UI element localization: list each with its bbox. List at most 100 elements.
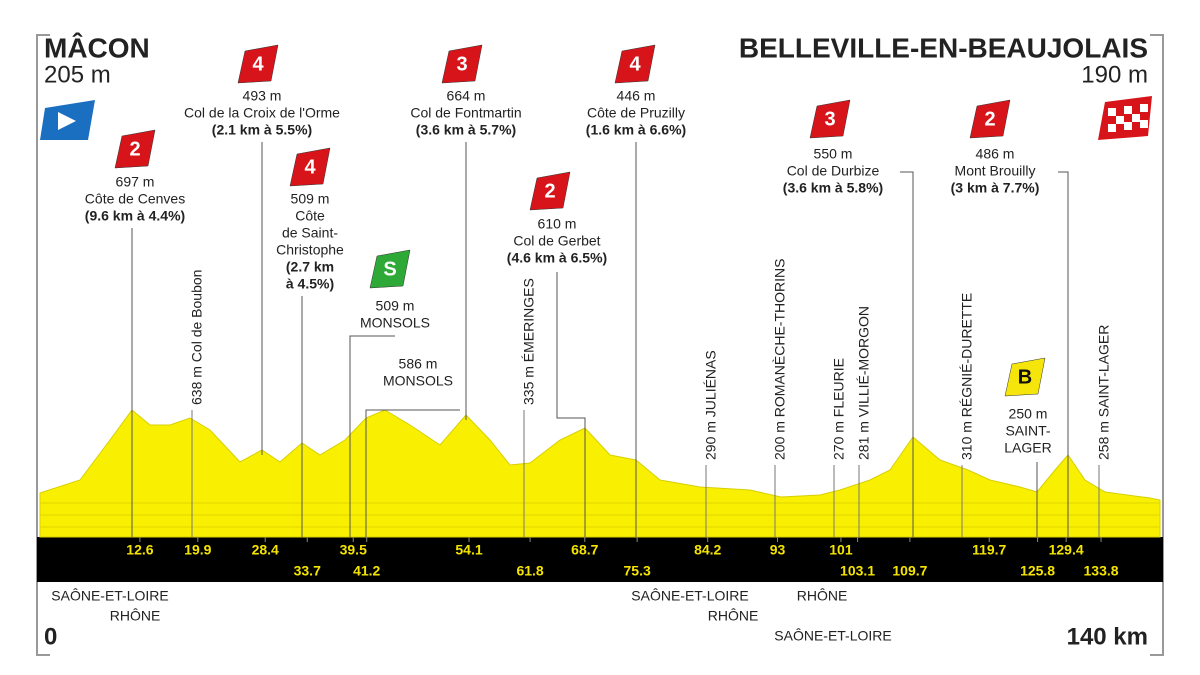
km-label: 84.2 — [694, 542, 721, 558]
point-label: 270 m FLEURIE — [831, 358, 847, 460]
category-label: 4 — [304, 156, 316, 178]
climb-text: Côte de Pruzilly — [587, 105, 685, 121]
km-label: 129.4 — [1049, 542, 1084, 558]
category-label: B — [1018, 366, 1032, 388]
category-badge — [809, 99, 851, 139]
category-badge — [969, 99, 1011, 139]
climb-detail: (3.6 km à 5.8%) — [783, 180, 883, 196]
category-badge — [369, 249, 411, 289]
leader-line — [556, 272, 586, 537]
climb-text: de Saint- — [282, 225, 338, 241]
point-label: 638 m Col de Boubon — [189, 270, 205, 405]
category-badge — [614, 44, 656, 84]
climb-text: Côte de Cenves — [85, 191, 185, 207]
point-label: 281 m VILLIÉ-MORGON — [856, 306, 872, 460]
start-arrow — [58, 112, 76, 130]
category-label: S — [383, 258, 396, 280]
leader-line — [1058, 171, 1069, 537]
climb-detail: (2.7 km — [286, 259, 334, 275]
region-label: RHÔNE — [708, 608, 759, 624]
climb-text: Col de Gerbet — [513, 233, 600, 249]
leader-line — [365, 409, 460, 537]
category-label: 4 — [252, 53, 264, 75]
category-badge — [114, 129, 156, 169]
category-label: 3 — [824, 108, 835, 130]
km-label: 33.7 — [294, 563, 321, 579]
region-label: RHÔNE — [797, 588, 848, 604]
start-km: 0 — [44, 623, 57, 650]
climb-text: 509 m — [376, 298, 415, 314]
climb-detail: (3.6 km à 5.7%) — [416, 122, 516, 138]
climb-detail: (1.6 km à 6.6%) — [586, 122, 686, 138]
finish-altitude: 190 m — [1081, 61, 1148, 88]
category-label: 4 — [629, 53, 641, 75]
climb-text: 486 m — [976, 146, 1015, 162]
point-label: 200 m ROMANÈCHE-THORINS — [772, 259, 788, 460]
climb-detail: (3 km à 7.7%) — [951, 180, 1040, 196]
leader-line — [349, 335, 395, 537]
category-label: 2 — [984, 108, 995, 130]
category-label: 2 — [129, 138, 140, 160]
km-label: 133.8 — [1084, 563, 1119, 579]
category-badge — [441, 44, 483, 84]
climb-text: Col de la Croix de l'Orme — [184, 105, 340, 121]
climb-text: 509 m — [291, 191, 330, 207]
climb-detail: à 4.5%) — [286, 276, 334, 292]
climb-text: 697 m — [116, 174, 155, 190]
climb-text: LAGER — [1004, 440, 1051, 456]
start-altitude: 205 m — [44, 61, 111, 88]
region-label: SAÔNE-ET-LOIRE — [631, 588, 748, 604]
km-label: 93 — [770, 542, 786, 558]
km-label: 68.7 — [571, 542, 598, 558]
km-label: 75.3 — [624, 563, 651, 579]
category-badge — [1004, 357, 1046, 397]
category-badge — [237, 44, 279, 84]
climb-text: Côte — [295, 208, 325, 224]
km-label: 109.7 — [892, 563, 927, 579]
category-label: 3 — [456, 53, 467, 75]
climb-detail: (2.1 km à 5.5%) — [212, 122, 312, 138]
climb-text: MONSOLS — [360, 315, 430, 331]
region-label: RHÔNE — [110, 608, 161, 624]
climb-text: 446 m — [617, 88, 656, 104]
category-badge — [529, 171, 571, 211]
leader-line — [900, 171, 914, 537]
climb-text: 250 m — [1009, 406, 1048, 422]
finish-km: 140 km — [1067, 623, 1148, 650]
climb-text: 586 m — [399, 356, 438, 372]
point-label: 258 m SAINT-LAGER — [1096, 325, 1112, 460]
profile-lines — [40, 502, 1160, 528]
km-label: 61.8 — [516, 563, 543, 579]
category-label: 2 — [544, 180, 555, 202]
km-label: 125.8 — [1020, 563, 1055, 579]
climb-text: MONSOLS — [383, 373, 453, 389]
climb-detail: (9.6 km à 4.4%) — [85, 208, 185, 224]
km-label: 54.1 — [455, 542, 482, 558]
point-label: 290 m JULIÉNAS — [703, 350, 719, 460]
climb-text: Col de Durbize — [787, 163, 880, 179]
km-label: 28.4 — [252, 542, 279, 558]
point-label: 335 m ÉMERINGES — [521, 278, 537, 405]
climb-text: Mont Brouilly — [955, 163, 1036, 179]
frame — [36, 34, 1164, 656]
region-label: SAÔNE-ET-LOIRE — [774, 628, 891, 644]
climb-text: 550 m — [814, 146, 853, 162]
climb-text: 493 m — [243, 88, 282, 104]
climb-text: 664 m — [447, 88, 486, 104]
category-badge — [289, 147, 331, 187]
climb-text: Christophe — [276, 242, 344, 258]
start-name: MÂCON — [44, 32, 150, 63]
km-label: 41.2 — [353, 563, 380, 579]
km-label: 12.6 — [126, 542, 153, 558]
climb-text: 610 m — [538, 216, 577, 232]
point-label: 310 m RÉGNIÉ-DURETTE — [959, 293, 975, 460]
finish-flag — [1098, 96, 1152, 140]
climb-text: Col de Fontmartin — [410, 105, 521, 121]
region-label: SAÔNE-ET-LOIRE — [51, 588, 168, 604]
km-label: 101 — [829, 542, 853, 558]
km-label: 103.1 — [840, 563, 875, 579]
profile — [39, 409, 1161, 538]
climb-detail: (4.6 km à 6.5%) — [507, 250, 607, 266]
km-label: 39.5 — [340, 542, 367, 558]
